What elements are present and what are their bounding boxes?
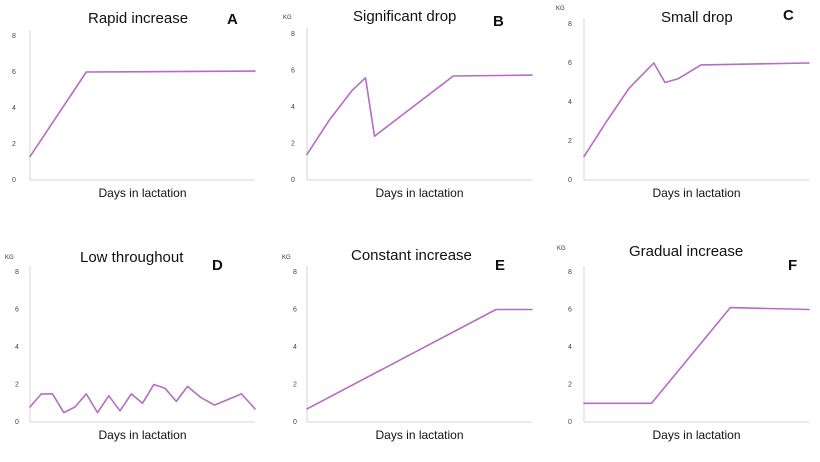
y-tick-label: 8 [568,21,572,28]
y-tick-label: 6 [568,60,572,67]
series-line [306,74,533,156]
x-axis-label: Days in lactation [98,428,187,442]
chart-title: Significant drop [353,8,457,25]
x-axis-label: Days in lactation [98,186,187,200]
y-tick-label: 4 [15,344,19,351]
y-tick-label: 0 [291,177,295,184]
series-line [583,62,810,158]
y-tick-label: 2 [293,382,297,389]
series-line [583,306,810,405]
chart-panel-b: 0 2 4 6 8 Significant drop B Days in lactation K… [277,0,537,200]
chart-title: Low throughout [80,249,184,266]
y-axis-unit-label: KG [5,255,14,261]
y-tick-label: 6 [291,68,295,75]
y-tick-label: 2 [12,141,16,148]
y-tick-label: 4 [293,344,297,351]
y-tick-label: 4 [568,99,572,106]
chart-svg: 0 2 4 6 8 [12,30,256,184]
chart-svg: 0 2 4 6 8 [293,266,533,426]
y-tick-label: 4 [568,344,572,351]
y-tick-label: 2 [568,138,572,145]
y-tick-label: 8 [15,269,19,276]
y-tick-label: 8 [12,33,16,40]
series-line [29,70,256,158]
x-axis-label: Days in lactation [652,428,741,442]
chart-title: Constant increase [351,247,472,264]
chart-svg: 0 2 4 6 8 [568,266,810,426]
x-axis-label: Days in lactation [652,186,741,200]
chart-panel-c: 0 2 4 6 8 Small drop C Days in lactation KG [554,0,814,200]
y-tick-label: 4 [291,104,295,111]
panel-letter: F [788,257,798,274]
chart-title: Small drop [661,9,733,26]
chart-title: Rapid increase [88,10,189,27]
y-axis-unit-label: KG [282,255,291,261]
chart-panel-a: 0 2 4 6 8 Rapid increase A Days in lactation [0,0,260,200]
panel-letter: E [495,257,506,274]
panel-letter: A [227,11,238,28]
chart-panel-d: 0 2 4 6 8 Low throughout D Days in lactation KG [0,240,260,442]
y-tick-label: 6 [12,69,16,76]
y-tick-label: 2 [291,141,295,148]
y-axis-unit-label: KG [283,15,292,21]
series-line [306,308,533,410]
panel-letter: C [783,7,794,24]
series-line [29,383,256,414]
chart-svg: 0 2 4 6 8 [15,266,256,426]
y-tick-label: 0 [568,177,572,184]
y-tick-label: 4 [12,105,16,112]
y-axis-unit-label: KG [556,6,565,12]
x-axis-label: Days in lactation [375,428,464,442]
y-tick-label: 6 [568,307,572,314]
y-tick-label: 8 [568,269,572,276]
chart-panel-f: 0 2 4 6 8 Gradual increase F Days in lactation K… [554,240,814,442]
x-axis-label: Days in lactation [375,186,464,200]
chart-svg: 0 2 4 6 8 [291,28,533,184]
y-tick-label: 8 [291,31,295,38]
y-tick-label: 0 [15,419,19,426]
chart-svg: 0 2 4 6 8 [568,18,810,184]
chart-panel-e: 0 2 4 6 8 Constant increase E Days in lactation… [277,240,537,442]
panel-letter: D [212,257,223,274]
y-tick-label: 8 [293,269,297,276]
y-tick-label: 6 [293,307,297,314]
y-tick-label: 2 [568,382,572,389]
y-tick-label: 2 [15,382,19,389]
y-tick-label: 6 [15,307,19,314]
y-tick-label: 0 [293,419,297,426]
y-tick-label: 0 [568,419,572,426]
y-tick-label: 0 [12,177,16,184]
y-axis-unit-label: KG [557,246,566,252]
panel-letter: B [493,13,504,30]
chart-title: Gradual increase [629,243,744,260]
